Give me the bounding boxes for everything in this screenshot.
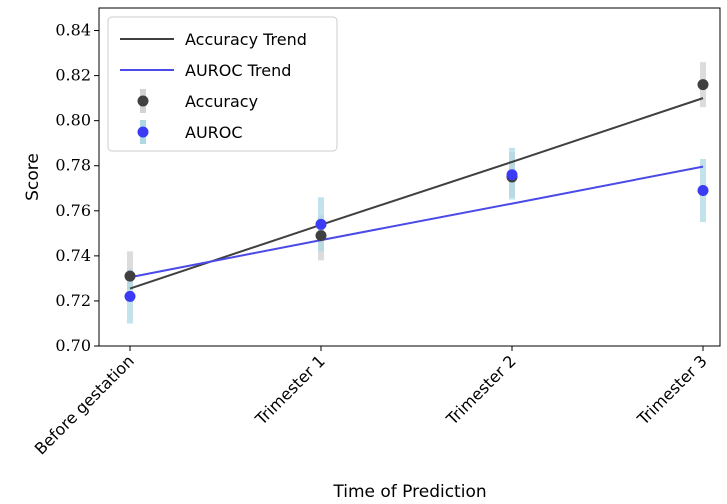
x-axis-title: Time of Prediction: [332, 482, 486, 502]
legend-label: AUROC Trend: [185, 61, 291, 80]
y-tick-label: 0.80: [55, 111, 91, 130]
legend-box: [107, 16, 338, 152]
legend-label: AUROC: [185, 123, 243, 142]
point-auroc: [124, 290, 136, 302]
y-axis-title: Score: [23, 153, 43, 201]
point-accuracy: [315, 230, 327, 242]
trend-line-accuracy-trend: [129, 97, 704, 290]
legend: Accuracy Trend AUROC Trend Accuracy AUROC: [107, 16, 338, 152]
point-auroc: [315, 218, 327, 230]
plot-area: [124, 62, 709, 324]
y-tick-label: 0.84: [55, 21, 91, 40]
point-accuracy: [124, 270, 136, 282]
point-auroc: [506, 169, 518, 181]
point-auroc: [697, 185, 709, 197]
y-tick-label: 0.72: [55, 291, 91, 310]
y-tick-label: 0.82: [55, 66, 91, 85]
legend-point-swatch: [137, 126, 149, 138]
trend-line-auroc-trend: [129, 165, 704, 279]
legend-label: Accuracy Trend: [185, 30, 307, 49]
y-tick-label: 0.74: [55, 246, 91, 265]
y-tick-label: 0.70: [55, 336, 91, 355]
y-tick-label: 0.76: [55, 201, 91, 220]
plot-frame: [98, 7, 721, 347]
legend-point-swatch: [137, 95, 149, 107]
legend-label: Accuracy: [185, 92, 258, 111]
y-tick-label: 0.78: [55, 156, 91, 175]
point-accuracy: [697, 79, 709, 91]
